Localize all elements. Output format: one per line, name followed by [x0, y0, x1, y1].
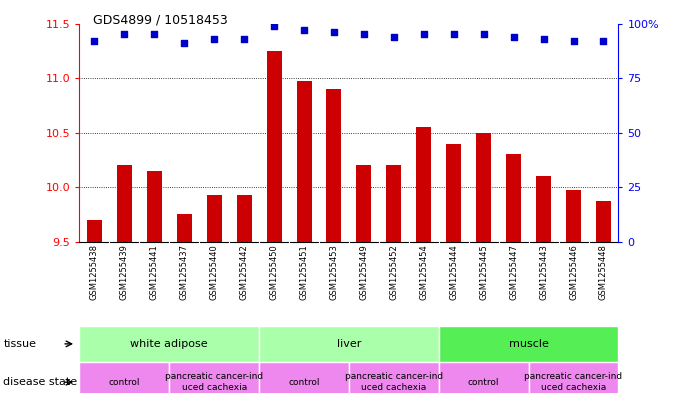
- Bar: [117, 165, 132, 242]
- Bar: [349, 362, 439, 393]
- Point: [359, 31, 370, 38]
- Point: [418, 31, 429, 38]
- Text: white adipose: white adipose: [131, 339, 208, 349]
- Bar: [357, 165, 371, 242]
- Bar: [439, 326, 618, 362]
- Point: [448, 31, 460, 38]
- Point: [299, 27, 310, 33]
- Bar: [259, 362, 349, 393]
- Bar: [79, 326, 259, 362]
- Point: [238, 36, 249, 42]
- Bar: [259, 326, 439, 362]
- Bar: [439, 362, 529, 393]
- Bar: [596, 201, 611, 242]
- Bar: [296, 81, 312, 242]
- Text: pancreatic cancer-ind
uced cachexia: pancreatic cancer-ind uced cachexia: [345, 373, 443, 392]
- Point: [89, 38, 100, 44]
- Point: [209, 36, 220, 42]
- Point: [388, 33, 399, 40]
- Text: pancreatic cancer-ind
uced cachexia: pancreatic cancer-ind uced cachexia: [165, 373, 263, 392]
- Point: [538, 36, 549, 42]
- Point: [598, 38, 609, 44]
- Point: [269, 23, 280, 29]
- Text: control: control: [468, 378, 500, 387]
- Bar: [326, 89, 341, 242]
- Bar: [267, 51, 281, 242]
- Point: [508, 33, 519, 40]
- Bar: [536, 176, 551, 242]
- Point: [478, 31, 489, 38]
- Bar: [87, 220, 102, 242]
- Bar: [476, 132, 491, 242]
- Bar: [386, 165, 401, 242]
- Point: [568, 38, 579, 44]
- Point: [149, 31, 160, 38]
- Text: GDS4899 / 10518453: GDS4899 / 10518453: [93, 14, 228, 27]
- Text: pancreatic cancer-ind
uced cachexia: pancreatic cancer-ind uced cachexia: [524, 373, 623, 392]
- Bar: [529, 362, 618, 393]
- Text: tissue: tissue: [3, 339, 37, 349]
- Bar: [79, 362, 169, 393]
- Bar: [146, 171, 162, 242]
- Bar: [416, 127, 431, 242]
- Bar: [566, 191, 581, 242]
- Bar: [169, 362, 259, 393]
- Bar: [236, 195, 252, 242]
- Bar: [207, 195, 222, 242]
- Bar: [177, 215, 191, 242]
- Bar: [446, 143, 461, 242]
- Text: liver: liver: [337, 339, 361, 349]
- Text: control: control: [288, 378, 320, 387]
- Point: [119, 31, 130, 38]
- Text: control: control: [108, 378, 140, 387]
- Text: disease state: disease state: [3, 377, 77, 387]
- Point: [328, 29, 339, 35]
- Bar: [506, 154, 521, 242]
- Point: [179, 40, 190, 46]
- Text: muscle: muscle: [509, 339, 549, 349]
